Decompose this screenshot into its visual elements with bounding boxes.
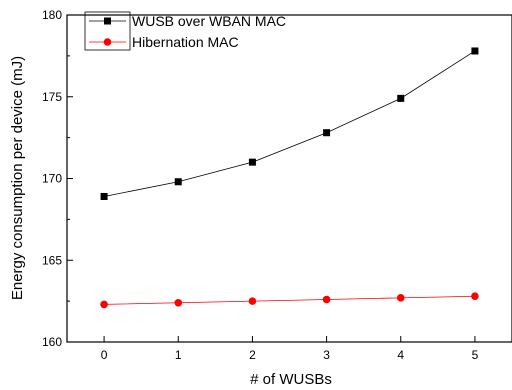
data-point — [248, 297, 257, 305]
data-point — [100, 300, 108, 309]
data-point — [248, 158, 256, 166]
y-tick-label: 170 — [42, 172, 62, 186]
series-line-1 — [104, 295, 475, 305]
legend-marker — [103, 38, 112, 46]
data-point — [396, 294, 405, 302]
series-layer — [100, 47, 479, 309]
legend-sample-box — [84, 11, 131, 51]
data-point — [100, 192, 108, 200]
x-axis-title: # of WUSBs — [250, 371, 332, 388]
x-tick-label: 2 — [249, 348, 256, 362]
x-tick-label: 0 — [101, 348, 108, 362]
y-tick-label: 160 — [42, 335, 62, 349]
data-point — [323, 129, 331, 137]
series-line-0 — [104, 50, 476, 197]
y-tick-label: 165 — [42, 253, 62, 267]
y-tick-label: 180 — [42, 8, 62, 22]
data-point — [174, 298, 183, 307]
y-axis-ticks: 160 165 170 175 180 — [42, 8, 73, 349]
legend: WUSB over WBAN MAC Hibernation MAC — [84, 11, 286, 51]
data-point — [471, 292, 479, 301]
data-point — [471, 47, 479, 55]
x-tick-label: 1 — [175, 348, 182, 362]
y-axis-title: Energy consumption per device (mJ) — [9, 56, 26, 300]
x-tick-label: 5 — [472, 348, 479, 362]
data-point — [397, 94, 405, 102]
x-tick-label: 4 — [397, 348, 404, 362]
legend-marker — [104, 17, 111, 25]
plot-area — [66, 14, 512, 343]
x-axis-ticks: 0 1 2 3 4 5 — [101, 336, 479, 362]
data-point — [174, 178, 182, 186]
legend-label: Hibernation MAC — [132, 34, 239, 50]
data-point — [322, 295, 331, 304]
y-tick-label: 175 — [42, 90, 62, 104]
legend-label: WUSB over WBAN MAC — [132, 13, 286, 29]
x-tick-label: 3 — [323, 348, 330, 362]
